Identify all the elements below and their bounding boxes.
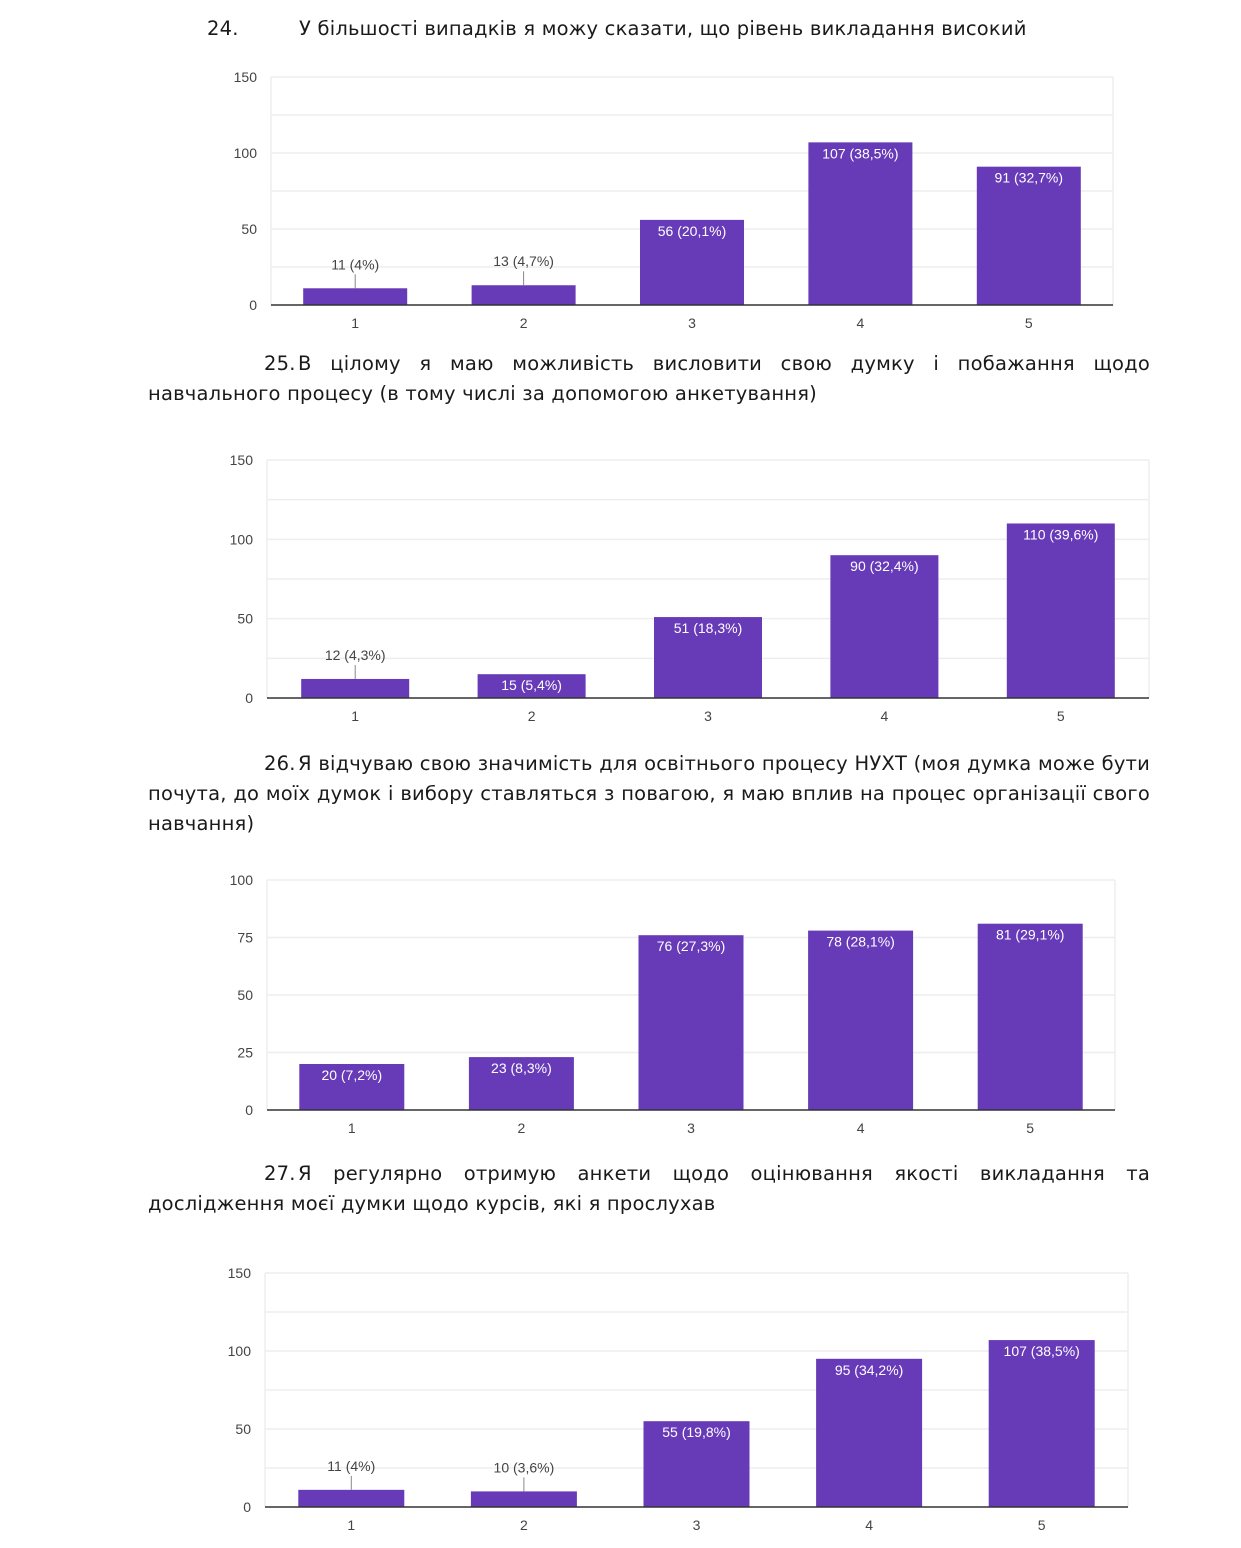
y-tick-label: 25 [237,1045,253,1061]
x-tick-label: 1 [348,1120,356,1136]
question-number: 26. [264,752,296,775]
x-tick-label: 2 [520,1517,528,1533]
question-24: 24. У більшості випадків я можу сказати, … [207,14,1127,44]
x-tick-label: 3 [693,1517,701,1533]
bar-2 [471,285,576,305]
bar-2 [470,1491,577,1507]
x-tick-label: 4 [857,1120,865,1136]
bar-5 [976,166,1081,305]
bar-2 [468,1057,574,1110]
data-label: 81 (29,1%) [996,927,1064,943]
y-tick-label: 100 [230,872,254,888]
question-27: 27. Я регулярно отримую анкети щодо оціню… [148,1159,1150,1219]
question-text: Я відчуваю свою значимість для освітньог… [148,752,1150,835]
x-tick-label: 3 [688,315,696,331]
bar-1 [301,678,410,698]
bar-3 [654,617,762,698]
data-label: 51 (18,3%) [674,620,742,636]
x-tick-label: 4 [881,708,889,724]
x-tick-label: 4 [865,1517,873,1533]
y-tick-label: 0 [245,1102,253,1118]
chart-question-26: 0 25 50 75 100 20 (7,2%) 1 23 (8,3%) 2 76 (27,3%)… [230,872,1116,1136]
data-label: 12 (4,3%) [325,647,386,663]
data-label: 15 (5,4%) [501,677,562,693]
x-tick-label: 2 [518,1120,526,1136]
bar-4 [816,1358,923,1507]
y-tick-label: 0 [249,297,257,313]
bar-4 [808,930,914,1110]
chart-question-25: 0 50 100 150 12 (4,3%) 1 15 (5,4%) 2 51 (18,3%) 3… [230,452,1150,724]
y-tick-label: 150 [234,69,258,85]
data-label: 20 (7,2%) [321,1067,382,1083]
bar-3 [643,1421,750,1507]
y-tick-label: 0 [245,690,253,706]
data-label: 11 (4%) [331,256,379,272]
data-label: 91 (32,7%) [995,170,1063,186]
bar-5 [988,1340,1095,1507]
x-tick-label: 5 [1026,1120,1034,1136]
bar-5 [1006,523,1115,698]
question-number: 25. [264,352,296,375]
y-tick-label: 100 [230,531,254,547]
bar-3 [640,219,744,305]
y-tick-label: 150 [228,1265,252,1281]
y-tick-label: 75 [237,930,253,946]
x-tick-label: 1 [351,315,359,331]
y-tick-label: 0 [243,1499,251,1515]
y-tick-label: 100 [228,1343,252,1359]
x-tick-label: 2 [520,315,528,331]
data-label: 23 (8,3%) [491,1060,552,1076]
x-tick-label: 1 [347,1517,355,1533]
x-tick-label: 1 [351,708,359,724]
x-tick-label: 3 [704,708,712,724]
bar-2 [477,674,586,698]
question-text: У більшості випадків я можу сказати, що … [299,17,1027,40]
bar-4 [808,142,913,305]
data-label: 95 (34,2%) [835,1362,903,1378]
bar-3 [638,935,744,1110]
data-label: 56 (20,1%) [658,223,726,239]
x-tick-label: 5 [1025,315,1033,331]
x-tick-label: 5 [1038,1517,1046,1533]
data-label: 107 (38,5%) [822,145,898,161]
x-tick-label: 2 [528,708,536,724]
bar-1 [303,288,408,305]
y-tick-label: 100 [234,145,258,161]
y-tick-label: 50 [237,987,253,1003]
question-text: В цілому я маю можливість висловити свою… [148,352,1150,405]
data-label: 10 (3,6%) [494,1459,555,1475]
bar-4 [830,555,939,698]
data-label: 90 (32,4%) [850,558,918,574]
data-label: 78 (28,1%) [826,934,894,950]
bar-1 [298,1489,405,1507]
x-tick-label: 3 [687,1120,695,1136]
question-number: 24. [207,17,239,40]
data-label: 110 (39,6%) [1023,526,1098,542]
data-label: 11 (4%) [327,1458,375,1474]
y-tick-label: 50 [241,221,257,237]
x-tick-label: 4 [857,315,865,331]
y-tick-label: 50 [235,1421,251,1437]
data-label: 76 (27,3%) [657,938,725,954]
y-tick-label: 50 [237,611,253,627]
data-label: 55 (19,8%) [662,1424,730,1440]
chart-question-27: 0 50 100 150 11 (4%) 1 10 (3,6%) 2 55 (19,8%) 3 95… [228,1265,1129,1533]
question-26: 26. Я відчуваю свою значимість для освітн… [148,749,1150,839]
y-tick-label: 150 [230,452,254,468]
chart-question-24: 0 50 100 150 11 (4%) 1 13 (4,7%) 2 56 (20,1%) 3 10… [234,69,1114,331]
data-label: 107 (38,5%) [1004,1343,1080,1359]
data-label: 13 (4,7%) [493,253,554,269]
x-tick-label: 5 [1057,708,1065,724]
bar-5 [977,923,1083,1110]
question-text: Я регулярно отримую анкети щодо оцінюван… [148,1162,1150,1215]
bar-1 [299,1064,405,1110]
question-25: 25. В цілому я маю можливість висловити с… [148,349,1150,409]
question-number: 27. [264,1162,296,1185]
